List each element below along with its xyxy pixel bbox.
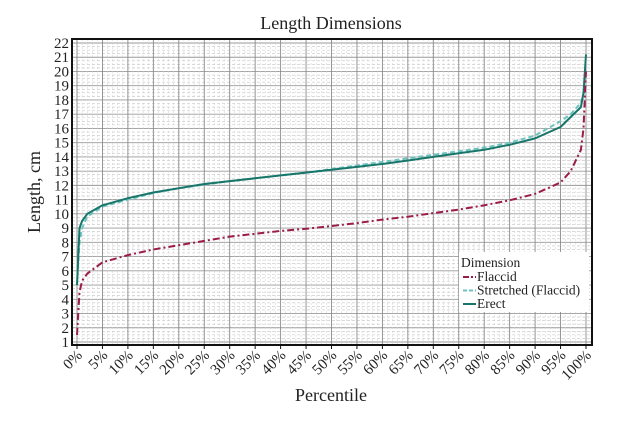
x-tick-label: 85% (488, 348, 519, 379)
y-tick-label: 10 (54, 207, 69, 223)
y-tick-label: 13 (54, 164, 69, 180)
x-tick-label: 80% (462, 348, 493, 379)
x-tick-label: 35% (233, 348, 264, 379)
x-axis-label: Percentile (295, 385, 367, 405)
y-tick-label: 12 (54, 178, 69, 194)
y-tick-label: 19 (54, 79, 69, 95)
y-tick-label: 20 (54, 64, 69, 80)
x-tick-label: 45% (284, 348, 315, 379)
y-tick-label: 16 (54, 121, 70, 137)
legend-entry: Flaccid (477, 269, 517, 284)
y-axis-label: Length, cm (24, 151, 44, 233)
y-tick-label: 6 (62, 264, 70, 280)
x-tick-label: 20% (157, 348, 188, 379)
y-tick-label: 2 (62, 321, 70, 337)
y-tick-label: 18 (54, 93, 69, 109)
x-tick-label: 75% (437, 348, 468, 379)
y-tick-label: 11 (55, 193, 69, 209)
chart-title: Length Dimensions (260, 13, 402, 33)
y-tick-label: 14 (54, 150, 70, 166)
x-tick-label: 30% (208, 348, 239, 379)
x-tick-label: 55% (335, 348, 366, 379)
y-tick-label: 3 (62, 307, 70, 323)
legend-entry: Stretched (Flaccid) (477, 283, 580, 298)
y-tick-label: 17 (54, 107, 70, 123)
x-tick-label: 50% (310, 348, 341, 379)
x-tick-label: 100% (559, 348, 595, 384)
y-tick-label: 7 (62, 250, 70, 266)
y-tick-label: 8 (62, 235, 70, 251)
x-tick-label: 0% (60, 348, 85, 373)
legend-title: Dimension (461, 255, 520, 270)
x-tick-label: 70% (411, 348, 442, 379)
y-tick-label: 22 (54, 36, 69, 52)
y-tick-label: 9 (62, 221, 70, 237)
x-tick-labels: 0% 5%10%15%20%25%30%35%40%45%50%55%60%65%… (60, 345, 595, 384)
series-lines (76, 54, 587, 335)
y-tick-label: 15 (54, 136, 69, 152)
x-tick-label: 40% (259, 348, 290, 379)
legend-box (459, 252, 589, 312)
x-tick-label: 15% (131, 348, 162, 379)
x-tick-label: 60% (360, 348, 391, 379)
series-line-flaccid (76, 71, 587, 335)
x-tick-label: 10% (106, 348, 137, 379)
x-tick-label: 65% (386, 348, 417, 379)
series-line-erect (76, 54, 587, 286)
x-tick-label: 25% (182, 348, 213, 379)
x-tick-label: 90% (513, 348, 544, 379)
y-tick-label: 4 (62, 292, 70, 308)
legend-entry: Erect (477, 296, 506, 311)
y-tick-label: 21 (54, 50, 69, 66)
y-tick-label: 5 (62, 278, 70, 294)
y-tick-label: 1 (62, 335, 70, 351)
